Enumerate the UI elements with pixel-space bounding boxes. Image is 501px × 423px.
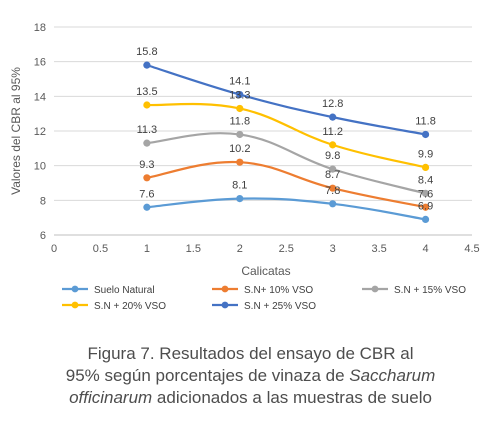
point-s-n-25-vso-3 — [329, 113, 337, 121]
figure-caption: Figura 7. Resultados del ensayo de CBR a… — [0, 343, 501, 409]
data-labels: 7.6 8.1 7.8 6.9 9.3 10.2 8.7 7.6 11.3 11.8 9.8 8.4 1… — [136, 46, 436, 212]
data-label-s-n-15-vso-3: 9.8 — [325, 150, 340, 162]
legend-marker-s-n-15-vso — [371, 285, 379, 293]
point-s-n-10-vso-4 — [421, 203, 430, 211]
data-label-suelo-natural-4: 6.9 — [418, 200, 433, 212]
legend-label-s-n-20-vso: S.N + 20% VSO — [94, 301, 166, 312]
caption-species-genus: Saccharum — [349, 366, 436, 385]
y-tick-label-16: 16 — [34, 57, 46, 69]
point-s-n-15-vso-3 — [329, 165, 337, 173]
x-tick-label-3: 3 — [330, 243, 336, 255]
data-label-s-n-25-vso-3: 12.8 — [322, 98, 343, 110]
point-s-n-15-vso-1 — [143, 139, 151, 147]
data-label-s-n-10-vso-1: 9.3 — [139, 159, 154, 171]
data-label-s-n-15-vso-4: 8.4 — [418, 174, 433, 186]
data-label-s-n-20-vso-4: 9.9 — [418, 148, 433, 160]
y-tick-label-14: 14 — [34, 91, 46, 103]
legend-label-s-n-25-vso: S.N + 25% VSO — [244, 301, 316, 312]
x-tick-label-2: 2 — [237, 243, 243, 255]
legend-marker-s-n-25-vso — [221, 301, 229, 309]
data-label-s-n-25-vso-4: 11.8 — [415, 115, 436, 127]
point-s-n-20-vso-4 — [421, 163, 430, 171]
point-s-n-15-vso-2 — [236, 130, 244, 139]
point-s-n-20-vso-2 — [236, 104, 244, 113]
x-tick-label-0: 0 — [51, 243, 57, 255]
data-label-suelo-natural-1: 7.6 — [139, 188, 154, 200]
point-suelo-natural-4 — [421, 215, 430, 223]
data-label-suelo-natural-3: 7.8 — [325, 185, 340, 197]
x-tick-label-1: 1 — [144, 243, 150, 255]
x-tick-label-3.5: 3.5 — [371, 243, 386, 255]
y-tick-label-8: 8 — [40, 195, 46, 207]
caption-species-epithet: officinarum — [69, 388, 153, 407]
axes: 6 8 10 12 14 16 18 0 0.5 1 1.5 2 2.5 3 3.5 4 4.5 — [34, 22, 480, 255]
legend-marker-suelo-natural — [71, 285, 79, 293]
legend-label-s-n-10-vso: S.N+ 10% VSO — [244, 285, 313, 296]
x-tick-label-2.5: 2.5 — [279, 243, 294, 255]
series-line-s-n-10-vso — [146, 160, 426, 209]
point-suelo-natural-1 — [143, 203, 151, 211]
point-s-n-20-vso-3 — [329, 141, 337, 149]
data-label-s-n-10-vso-4: 7.6 — [418, 188, 433, 200]
legend-label-s-n-15-vso: S.N + 15% VSO — [394, 285, 466, 296]
point-s-n-10-vso-3 — [329, 184, 337, 192]
y-axis-title: Valores del CBR al 95% — [9, 67, 23, 195]
series-lines — [143, 61, 430, 223]
data-label-s-n-25-vso-2: 14.1 — [229, 76, 250, 88]
point-s-n-25-vso-4 — [421, 130, 430, 139]
series-line-s-n-20-vso — [146, 102, 426, 169]
data-label-s-n-25-vso-1: 15.8 — [136, 46, 157, 58]
point-suelo-natural-3 — [329, 200, 337, 208]
data-label-s-n-10-vso-3: 8.7 — [325, 169, 340, 181]
x-tick-label-0.5: 0.5 — [93, 243, 108, 255]
y-tick-label-10: 10 — [34, 161, 46, 173]
data-label-s-n-20-vso-2: 13.3 — [229, 89, 250, 101]
point-s-n-20-vso-1 — [143, 101, 151, 109]
caption-line-3-text: adicionados a las muestras de suelo — [152, 388, 432, 407]
data-label-s-n-15-vso-1: 11.3 — [137, 124, 158, 136]
caption-line-2-text: 95% según porcentajes de vinaza de — [65, 366, 350, 385]
data-label-suelo-natural-2: 8.1 — [232, 180, 247, 192]
series-line-suelo-natural — [146, 197, 426, 221]
series-line-s-n-15-vso — [146, 132, 426, 195]
data-label-s-n-20-vso-3: 11.2 — [322, 126, 343, 138]
y-tick-label-12: 12 — [34, 126, 46, 138]
point-s-n-10-vso-2 — [236, 158, 244, 166]
legend-marker-s-n-10-vso — [221, 285, 229, 293]
x-tick-label-1.5: 1.5 — [186, 243, 201, 255]
caption-line-3: officinarum adicionados a las muestras d… — [0, 387, 501, 409]
data-label-s-n-15-vso-2: 11.8 — [229, 115, 250, 127]
caption-line-2: 95% según porcentajes de vinaza de Sacch… — [0, 365, 501, 387]
legend: Suelo Natural S.N+ 10% VSO S.N + 15% VSO S.… — [62, 285, 466, 312]
x-tick-label-4.5: 4.5 — [464, 243, 479, 255]
legend-marker-s-n-20-vso — [71, 301, 79, 309]
point-s-n-10-vso-1 — [143, 174, 151, 182]
legend-label-suelo-natural: Suelo Natural — [94, 285, 155, 296]
point-suelo-natural-2 — [236, 195, 244, 203]
series-line-s-n-25-vso — [146, 64, 426, 136]
data-label-s-n-20-vso-1: 13.5 — [136, 86, 157, 98]
point-s-n-25-vso-1 — [143, 61, 151, 69]
point-s-n-25-vso-2 — [236, 91, 244, 99]
data-label-s-n-10-vso-2: 10.2 — [229, 143, 250, 155]
caption-line-1: Figura 7. Resultados del ensayo de CBR a… — [87, 344, 414, 363]
y-tick-label-6: 6 — [40, 230, 46, 242]
point-s-n-15-vso-4 — [421, 189, 430, 197]
y-tick-label-18: 18 — [34, 22, 46, 34]
x-tick-label-4: 4 — [422, 243, 428, 255]
x-axis-title: Calicatas — [241, 264, 290, 278]
